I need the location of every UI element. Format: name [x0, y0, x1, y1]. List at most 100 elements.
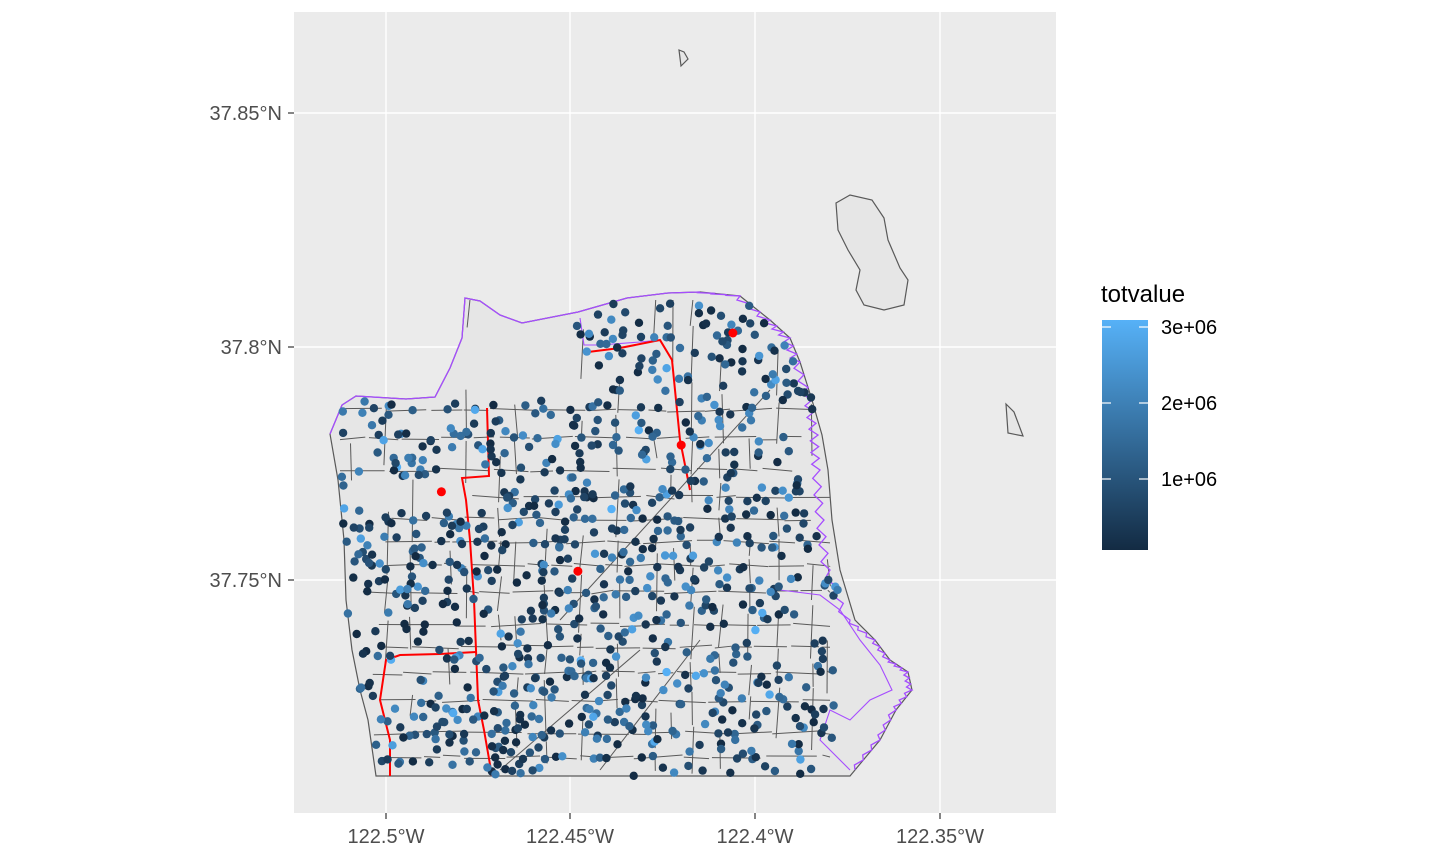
property-point-322	[480, 711, 489, 720]
property-point-864	[619, 326, 628, 335]
property-point-749	[748, 605, 757, 615]
parcel-line-126	[403, 671, 432, 675]
property-point-855	[663, 512, 672, 521]
parcel-line-80	[709, 564, 725, 567]
property-point-290	[698, 766, 707, 775]
property-point-833	[615, 375, 625, 385]
parcel-line-73	[471, 564, 525, 567]
property-point-804	[503, 503, 512, 513]
property-point-101	[806, 393, 816, 402]
property-point-832	[732, 754, 742, 763]
parcel-line-245	[718, 448, 721, 479]
property-point-509	[570, 619, 579, 629]
property-point-568	[373, 651, 382, 661]
parcel-line-180	[411, 479, 414, 543]
property-point-389	[418, 456, 427, 465]
property-point-92	[443, 405, 452, 414]
property-point-715	[547, 609, 556, 618]
property-point-500	[648, 634, 657, 643]
x-axis: 122.5°W 122.45°W 122.4°W 122.35°W	[348, 813, 984, 848]
parcel-line-163	[424, 756, 441, 758]
property-point-390	[716, 311, 726, 320]
parcel-line-187	[466, 299, 471, 328]
property-point-736	[560, 535, 569, 544]
property-point-585	[622, 704, 631, 713]
property-point-277	[819, 704, 828, 714]
property-point-224	[795, 722, 805, 731]
property-point-28	[789, 379, 798, 388]
parcel-line-29	[438, 467, 490, 472]
property-point-570	[670, 592, 679, 601]
property-point-483	[636, 553, 645, 563]
property-point-227	[482, 664, 491, 674]
property-point-806	[399, 733, 408, 742]
property-point-720	[529, 501, 539, 510]
property-point-506	[624, 567, 633, 576]
property-point-219	[435, 645, 444, 655]
parcel-line-82	[768, 565, 804, 567]
property-point-784	[489, 687, 498, 696]
property-point-791	[470, 405, 480, 414]
property-point-564	[732, 538, 742, 547]
property-point-450	[410, 544, 419, 553]
property-point-741	[738, 314, 748, 323]
property-point-363	[750, 724, 759, 733]
property-point-649	[365, 678, 374, 688]
parcel-line-83	[806, 563, 827, 567]
property-point-751	[411, 552, 420, 561]
property-point-14	[534, 714, 544, 724]
property-point-335	[791, 713, 800, 723]
property-point-888	[524, 660, 533, 669]
property-point-392	[676, 700, 686, 709]
property-point-429	[610, 491, 620, 500]
property-point-759	[576, 330, 585, 339]
property-point-719	[384, 410, 393, 419]
property-point-862	[337, 472, 347, 481]
property-point-589	[573, 634, 582, 643]
property-point-837	[469, 419, 479, 428]
property-point-847	[589, 528, 599, 537]
property-point-66	[661, 386, 670, 395]
property-point-85	[745, 301, 754, 310]
property-point-504	[650, 333, 659, 342]
property-point-710	[383, 755, 392, 764]
property-point-138	[420, 470, 430, 479]
property-point-33	[653, 375, 662, 384]
property-point-439	[726, 768, 735, 777]
property-point-872	[708, 708, 717, 718]
property-point-325	[700, 719, 710, 729]
property-point-746	[419, 558, 428, 568]
property-point-502	[704, 438, 713, 448]
property-point-880	[702, 392, 712, 402]
shoreline-east	[696, 291, 914, 771]
property-point-778	[577, 433, 586, 442]
property-point-374	[620, 525, 629, 535]
parcel-line-45	[735, 496, 788, 499]
property-point-235	[487, 452, 496, 461]
property-point-73	[685, 523, 695, 532]
island-treasure	[835, 194, 909, 311]
property-point-725	[413, 637, 423, 646]
parcel-line-142	[482, 699, 534, 702]
shoreline-bayview	[779, 589, 893, 771]
parcel-line-35	[696, 467, 728, 471]
parcel-line-214	[580, 714, 584, 761]
parcel-line-79	[658, 563, 709, 568]
property-point-396	[378, 416, 387, 425]
property-point-798	[576, 457, 585, 467]
property-point-899	[512, 578, 522, 587]
property-point-353	[380, 532, 389, 541]
parcel-line-196	[514, 404, 518, 436]
parcel-line-145	[602, 698, 618, 702]
property-point-181	[356, 534, 365, 543]
parcel-line-36	[733, 468, 758, 472]
property-point-660	[602, 339, 611, 349]
property-point-368	[385, 651, 395, 660]
property-point-586	[402, 429, 411, 438]
property-point-252	[712, 331, 722, 340]
property-point-296	[371, 740, 381, 749]
property-point-714	[716, 744, 726, 754]
property-point-569	[625, 722, 634, 731]
property-point-110	[388, 741, 397, 750]
property-point-4	[757, 543, 766, 552]
